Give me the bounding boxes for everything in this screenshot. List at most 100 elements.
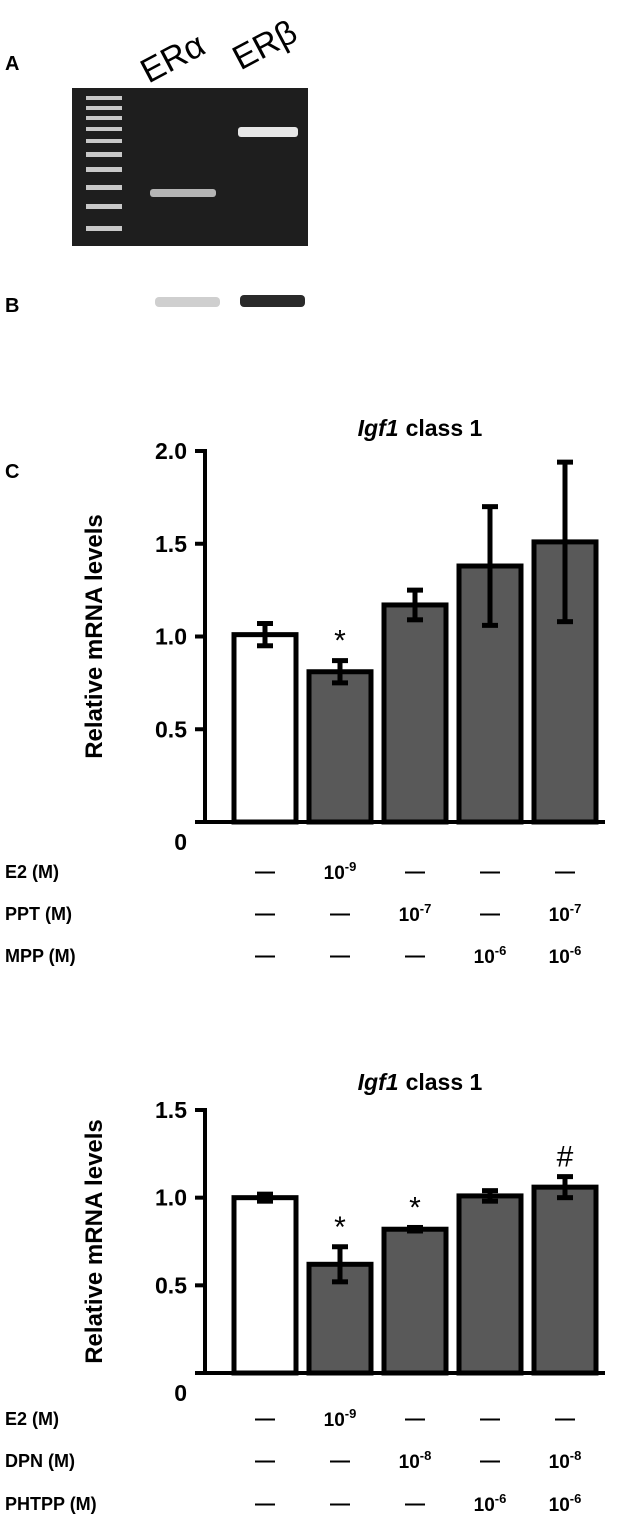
error-bar <box>407 587 423 623</box>
cell-dash: — <box>480 903 500 925</box>
cell-dash: — <box>555 861 575 883</box>
cell-base: 10 <box>549 1452 570 1473</box>
panel-label: B <box>5 295 19 317</box>
panel-label: C <box>5 461 19 483</box>
y-tick-label: 0.5 <box>155 716 187 742</box>
row-label: E2 (M) <box>5 862 59 882</box>
cell-dash: — <box>405 861 425 883</box>
bar <box>306 669 374 825</box>
cell-dash: — <box>405 1408 425 1430</box>
cell-base: 10 <box>549 947 570 968</box>
cell-exponent: -7 <box>570 901 582 916</box>
y-tick-label: 1.5 <box>155 531 187 557</box>
error-bar <box>332 1244 348 1285</box>
error-bar <box>407 1224 423 1234</box>
cell-exponent: -9 <box>345 1406 357 1421</box>
cell-exponent: -8 <box>570 1448 582 1463</box>
lane-label: ERα <box>134 26 211 91</box>
cell-dash: — <box>555 1408 575 1430</box>
blot-band <box>240 295 305 307</box>
cell-base: 10 <box>399 905 420 926</box>
cell-base: 10 <box>474 947 495 968</box>
cell-base: 10 <box>324 863 345 884</box>
cell-base: 10 <box>324 1410 345 1431</box>
cell-dash: — <box>330 903 350 925</box>
cell-dash: — <box>480 1408 500 1430</box>
title-gene: Igf1 <box>358 415 399 441</box>
error-bar <box>332 658 348 686</box>
cell-exponent: -8 <box>420 1448 432 1463</box>
cell-dash: — <box>255 1493 275 1515</box>
cell-dash: — <box>255 861 275 883</box>
cell-dash: — <box>330 945 350 967</box>
error-bar <box>482 1188 498 1204</box>
y-tick-label: 0 <box>174 1380 187 1406</box>
chart-title: Igf1 class 1 <box>358 415 483 441</box>
cell-value: 10-9 <box>324 1406 357 1431</box>
y-axis-label: Relative mRNA levels <box>81 1119 108 1364</box>
error-bar <box>257 1191 273 1204</box>
annotation: * <box>334 625 346 658</box>
panel-label: A <box>5 53 19 75</box>
cell-dash: — <box>255 903 275 925</box>
annotation: * <box>409 1191 421 1224</box>
bar <box>381 1226 449 1376</box>
blot-band <box>155 297 220 307</box>
title-gene: Igf1 <box>358 1069 399 1095</box>
gel-band <box>150 189 216 197</box>
bar <box>231 632 299 825</box>
cell-dash: — <box>480 861 500 883</box>
annotation: # <box>557 1141 574 1174</box>
row-label: PHTPP (M) <box>5 1494 97 1514</box>
ladder <box>86 96 122 231</box>
cell-exponent: -7 <box>420 901 432 916</box>
y-axis-label: Relative mRNA levels <box>81 514 108 759</box>
chart-title: Igf1 class 1 <box>358 1069 483 1095</box>
row-label: PPT (M) <box>5 904 72 924</box>
y-tick-label: 1.0 <box>155 624 187 650</box>
cell-dash: — <box>330 1450 350 1472</box>
cell-value: 10-6 <box>549 1491 582 1516</box>
cell-dash: — <box>405 1493 425 1515</box>
cell-exponent: -9 <box>345 859 357 874</box>
cell-dash: — <box>405 945 425 967</box>
cell-dash: — <box>480 1450 500 1472</box>
error-bar <box>257 621 273 649</box>
row-label: DPN (M) <box>5 1451 75 1471</box>
bar <box>456 1193 524 1376</box>
cell-dash: — <box>255 1408 275 1430</box>
error-bar <box>557 459 573 625</box>
cell-value: 10-9 <box>324 859 357 884</box>
western-blot <box>155 295 305 307</box>
bar <box>231 1195 299 1376</box>
cell-base: 10 <box>474 1495 495 1516</box>
title-rest: class 1 <box>406 415 483 441</box>
row-label: E2 (M) <box>5 1409 59 1429</box>
error-bar <box>557 1174 573 1201</box>
y-tick-label: 0.5 <box>155 1272 187 1298</box>
error-bar <box>482 504 498 628</box>
y-tick-label: 1.5 <box>155 1097 187 1123</box>
bar <box>381 602 449 825</box>
cell-value: 10-8 <box>399 1448 432 1473</box>
y-tick-label: 2.0 <box>155 438 187 464</box>
title-rest: class 1 <box>406 1069 483 1095</box>
cell-base: 10 <box>549 905 570 926</box>
cell-exponent: -6 <box>570 943 582 958</box>
cell-dash: — <box>255 1450 275 1472</box>
lane-label: ERβ <box>226 13 303 78</box>
gel-image <box>72 88 308 246</box>
cell-value: 10-6 <box>549 943 582 968</box>
gel-band <box>238 127 298 137</box>
bar <box>531 1184 599 1376</box>
cell-dash: — <box>255 945 275 967</box>
cell-base: 10 <box>549 1495 570 1516</box>
row-label: MPP (M) <box>5 946 76 966</box>
cell-exponent: -6 <box>495 1491 507 1506</box>
cell-value: 10-7 <box>399 901 432 926</box>
cell-value: 10-8 <box>549 1448 582 1473</box>
cell-exponent: -6 <box>495 943 507 958</box>
cell-value: 10-6 <box>474 1491 507 1516</box>
